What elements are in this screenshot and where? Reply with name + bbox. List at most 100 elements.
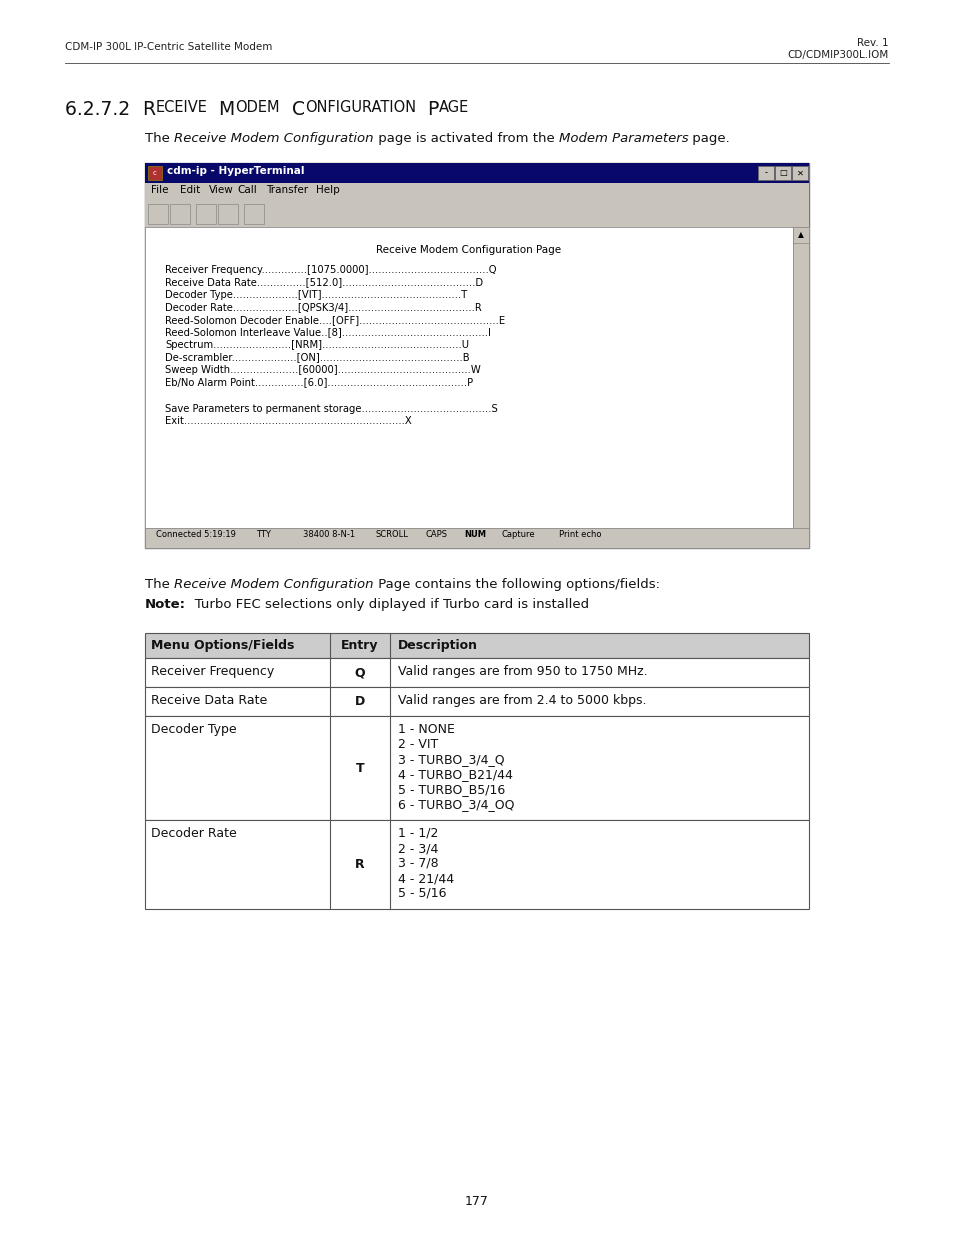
Text: cdm-ip - HyperTerminal: cdm-ip - HyperTerminal <box>167 165 304 177</box>
Text: SCROLL: SCROLL <box>375 530 409 538</box>
Text: Save Parameters to permanent storage........................................S: Save Parameters to permanent storage....… <box>165 404 497 414</box>
Bar <box>145 634 808 658</box>
Text: Decoder Rate....................[QPSK3/4].......................................: Decoder Rate....................[QPSK3/4… <box>165 303 481 312</box>
Text: 5 - TURBO_B5/16: 5 - TURBO_B5/16 <box>397 783 505 797</box>
Text: CDM-IP 300L IP-Centric Satellite Modem: CDM-IP 300L IP-Centric Satellite Modem <box>65 42 273 52</box>
Text: 6.2.7.2: 6.2.7.2 <box>65 100 142 119</box>
Text: NUM: NUM <box>463 530 485 538</box>
Text: Valid ranges are from 950 to 1750 MHz.: Valid ranges are from 950 to 1750 MHz. <box>397 664 647 678</box>
Text: 6 - TURBO_3/4_OQ: 6 - TURBO_3/4_OQ <box>397 798 514 811</box>
Text: R: R <box>142 100 155 119</box>
Text: 2 - VIT: 2 - VIT <box>397 739 437 751</box>
Text: Decoder Rate: Decoder Rate <box>151 827 236 840</box>
Text: Note:: Note: <box>145 598 186 611</box>
Text: Q: Q <box>355 666 365 679</box>
Text: Valid ranges are from 2.4 to 5000 kbps.: Valid ranges are from 2.4 to 5000 kbps. <box>397 694 646 706</box>
Text: Turbo FEC selections only diplayed if Turbo card is installed: Turbo FEC selections only diplayed if Tu… <box>182 598 589 611</box>
Text: R: R <box>355 858 364 871</box>
Bar <box>145 227 792 529</box>
Text: □: □ <box>779 168 786 178</box>
Text: 2 - 3/4: 2 - 3/4 <box>397 842 438 855</box>
Text: Call: Call <box>237 185 257 195</box>
Text: 38400 8-N-1: 38400 8-N-1 <box>303 530 355 538</box>
Text: 177: 177 <box>464 1195 489 1208</box>
Text: Menu Options/Fields: Menu Options/Fields <box>151 638 294 652</box>
Text: Edit: Edit <box>179 185 200 195</box>
Text: Receiver Frequency: Receiver Frequency <box>151 664 274 678</box>
Bar <box>145 820 808 909</box>
Text: 3 - TURBO_3/4_Q: 3 - TURBO_3/4_Q <box>397 753 504 766</box>
Text: AGE: AGE <box>439 100 469 115</box>
Bar <box>774 165 790 180</box>
Bar <box>148 165 162 180</box>
Text: ODEM: ODEM <box>235 100 279 115</box>
Bar <box>758 165 773 180</box>
Text: 4 - 21/44: 4 - 21/44 <box>397 872 454 885</box>
Text: Receive Modem Configuration: Receive Modem Configuration <box>174 578 374 592</box>
Text: Receive Modem Configuration Page: Receive Modem Configuration Page <box>376 245 561 254</box>
Text: Description: Description <box>397 638 477 652</box>
Text: Exit....................................................................X: Exit....................................… <box>165 416 412 426</box>
Text: De-scrambler....................[ON]............................................: De-scrambler....................[ON]....… <box>165 352 469 363</box>
Text: Capture: Capture <box>501 530 535 538</box>
Text: Receiver Frequency..............[1075.0000].....................................: Receiver Frequency..............[1075.00… <box>165 266 496 275</box>
Bar <box>145 658 808 687</box>
Bar <box>145 716 808 820</box>
Text: P: P <box>416 100 439 119</box>
Text: Reed-Solomon Decoder Enable....[OFF]...........................................E: Reed-Solomon Decoder Enable....[OFF]....… <box>165 315 504 325</box>
Bar <box>145 183 808 201</box>
Bar <box>218 204 237 224</box>
Text: Page contains the following options/fields:: Page contains the following options/fiel… <box>374 578 659 592</box>
Text: C: C <box>279 100 305 119</box>
Bar <box>145 163 808 183</box>
Text: Reed-Solomon Interleave Value..[8].............................................I: Reed-Solomon Interleave Value..[8]......… <box>165 327 491 337</box>
Bar <box>145 529 808 548</box>
Bar <box>145 687 808 716</box>
Text: Decoder Type....................[VIT]...........................................: Decoder Type....................[VIT]...… <box>165 290 467 300</box>
Text: Decoder Type: Decoder Type <box>151 722 236 736</box>
Text: Receive Data Rate: Receive Data Rate <box>151 694 267 706</box>
Bar <box>792 227 808 243</box>
Text: File: File <box>151 185 169 195</box>
Text: View: View <box>209 185 233 195</box>
Bar <box>791 165 807 180</box>
Text: Print echo: Print echo <box>558 530 601 538</box>
Text: page.: page. <box>687 132 729 144</box>
Bar <box>244 204 264 224</box>
Text: 4 - TURBO_B21/44: 4 - TURBO_B21/44 <box>397 768 513 781</box>
Text: TTY: TTY <box>255 530 271 538</box>
Text: c: c <box>152 170 157 177</box>
Text: Connected 5:19:19: Connected 5:19:19 <box>156 530 235 538</box>
Bar <box>195 204 215 224</box>
Text: Transfer: Transfer <box>266 185 308 195</box>
Bar <box>145 163 808 548</box>
Bar <box>792 227 808 529</box>
Text: T: T <box>355 762 364 774</box>
Text: Help: Help <box>315 185 339 195</box>
Text: ▲: ▲ <box>798 231 803 240</box>
Bar <box>148 204 168 224</box>
Text: The: The <box>145 132 174 144</box>
Text: CD/CDMIP300L.IOM: CD/CDMIP300L.IOM <box>787 49 888 61</box>
Text: 5 - 5/16: 5 - 5/16 <box>397 887 446 900</box>
Text: -: - <box>763 168 767 178</box>
Text: CAPS: CAPS <box>426 530 448 538</box>
Text: Entry: Entry <box>341 638 378 652</box>
Text: ECEIVE: ECEIVE <box>155 100 207 115</box>
Bar <box>170 204 190 224</box>
Bar <box>145 201 808 227</box>
Text: The: The <box>145 578 174 592</box>
Text: Modem Parameters: Modem Parameters <box>558 132 687 144</box>
Text: Spectrum........................[NRM]...........................................: Spectrum........................[NRM]...… <box>165 340 469 350</box>
Text: ONFIGURATION: ONFIGURATION <box>305 100 416 115</box>
Text: Receive Modem Configuration: Receive Modem Configuration <box>174 132 374 144</box>
Text: ✕: ✕ <box>796 168 802 178</box>
Text: Rev. 1: Rev. 1 <box>857 38 888 48</box>
Text: M: M <box>207 100 235 119</box>
Text: D: D <box>355 695 365 708</box>
Text: Receive Data Rate...............[512.0].........................................: Receive Data Rate...............[512.0].… <box>165 278 482 288</box>
Text: 1 - 1/2: 1 - 1/2 <box>397 827 438 840</box>
Text: 1 - NONE: 1 - NONE <box>397 722 455 736</box>
Text: Eb/No Alarm Point...............[6.0]...........................................: Eb/No Alarm Point...............[6.0]...… <box>165 378 473 388</box>
Text: Sweep Width.....................[60000].........................................: Sweep Width.....................[60000].… <box>165 366 480 375</box>
